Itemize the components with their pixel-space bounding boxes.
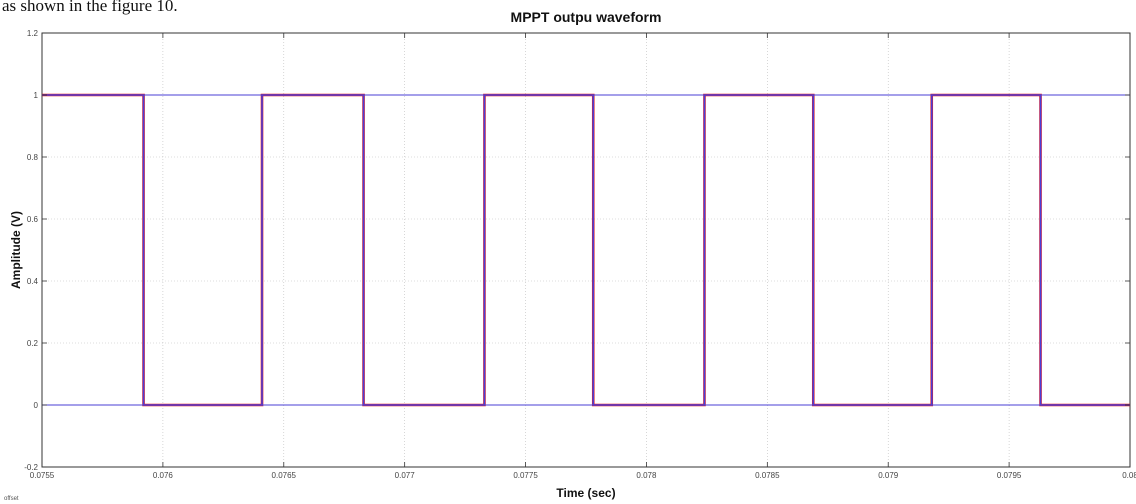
offset-label: offset <box>4 496 19 502</box>
x-tick-label: 0.0765 <box>272 471 297 480</box>
x-tick-label: 0.0795 <box>997 471 1022 480</box>
y-tick-label: 0.2 <box>27 339 39 348</box>
y-tick-label: 0.8 <box>27 153 39 162</box>
grid <box>42 33 1130 467</box>
series-group <box>42 93 1130 407</box>
y-tick-label: 1 <box>34 91 39 100</box>
x-tick-label: 0.076 <box>153 471 174 480</box>
chart-title: MPPT outpu waveform <box>511 9 662 25</box>
plot-frame <box>41 32 1131 468</box>
x-tick-label: 0.0755 <box>30 471 55 480</box>
x-tick-label: 0.077 <box>395 471 416 480</box>
y-tick-label: 0.4 <box>27 277 39 286</box>
y-tick-label: 1.2 <box>27 29 39 38</box>
series-line <box>42 94 1130 406</box>
series-line <box>42 93 1130 407</box>
x-tick-label: 0.079 <box>878 471 899 480</box>
y-tick-label: 0 <box>34 401 39 410</box>
y-ticks: -0.2 0 0.2 0.4 0.6 0.8 1 1.2 <box>24 29 1130 472</box>
x-axis-label: Time (sec) <box>556 486 615 500</box>
y-tick-label: -0.2 <box>24 463 38 472</box>
x-tick-label: 0.08 <box>1122 471 1136 480</box>
caption-text: as shown in the figure 10. <box>2 0 178 15</box>
x-tick-label: 0.078 <box>636 471 657 480</box>
y-axis-label: Amplitude (V) <box>9 211 23 289</box>
x-ticks: 0.0755 0.076 0.0765 0.077 0.0775 0.078 0.0785 0… <box>30 33 1136 480</box>
y-tick-label: 0.6 <box>27 215 39 224</box>
x-tick-label: 0.0785 <box>755 471 780 480</box>
x-tick-label: 0.0775 <box>513 471 538 480</box>
